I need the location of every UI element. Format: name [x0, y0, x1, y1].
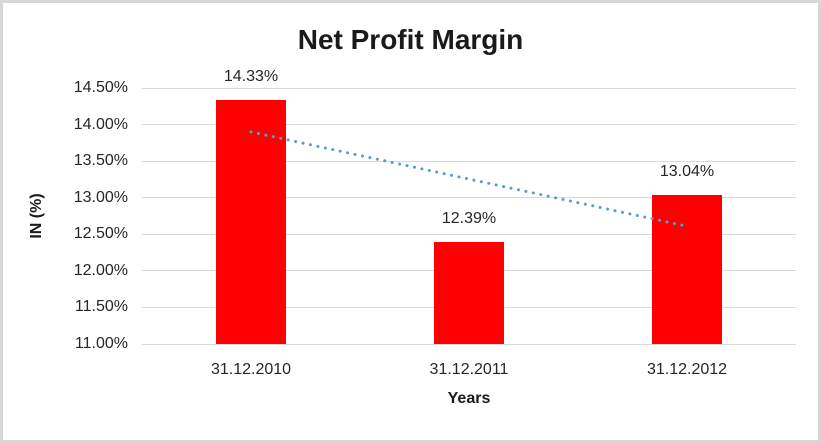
- bar-data-label: 14.33%: [223, 68, 279, 86]
- y-tick-label: 14.50%: [73, 79, 128, 96]
- x-tick-label: 31.12.2011: [429, 361, 509, 378]
- gridline: [142, 343, 796, 345]
- y-tick-label: 11.00%: [74, 335, 128, 352]
- x-tick-label: 31.12.2012: [646, 361, 728, 378]
- chart-title: Net Profit Margin: [297, 24, 524, 55]
- y-tick-label: 14.00%: [73, 115, 128, 133]
- bar: [434, 242, 504, 344]
- y-axis-title: IN (%): [28, 193, 45, 239]
- y-tick-label: 13.50%: [73, 152, 128, 170]
- gridline: [142, 233, 796, 235]
- y-tick-label: 13.00%: [73, 188, 128, 206]
- bar: [652, 194, 722, 344]
- gridline: [142, 87, 796, 89]
- x-tick-label: 31.12.2010: [210, 361, 292, 378]
- bar: [216, 100, 286, 344]
- gridline: [142, 124, 796, 126]
- bar-data-label: 13.04%: [659, 162, 715, 180]
- x-axis-title: Years: [447, 390, 491, 407]
- y-tick-label: 12.00%: [73, 261, 128, 279]
- y-tick-label: 11.50%: [74, 298, 128, 316]
- bar-data-label: 12.39%: [441, 210, 497, 228]
- y-tick-label: 12.50%: [73, 225, 128, 243]
